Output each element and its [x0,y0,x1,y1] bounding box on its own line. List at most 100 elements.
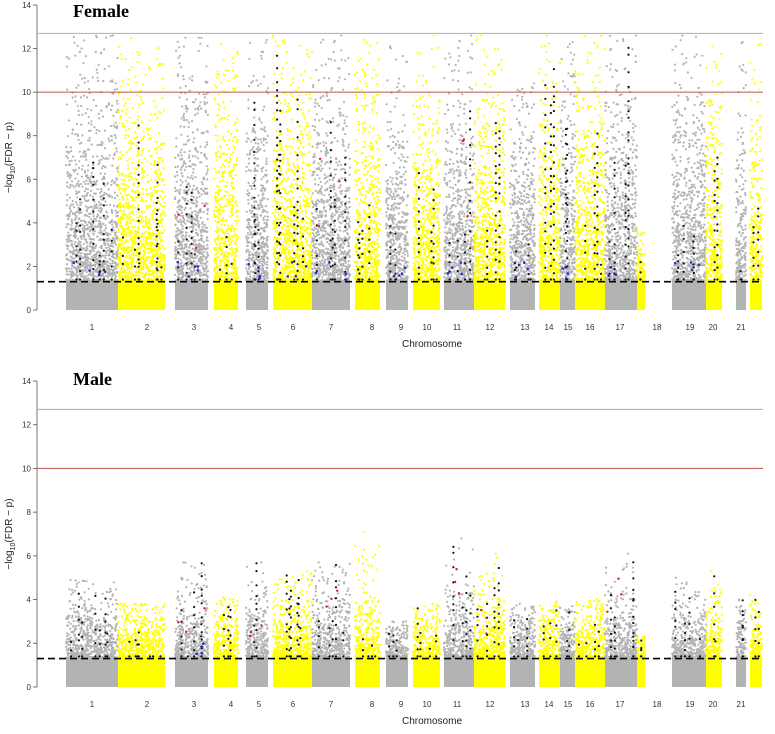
significant-point [92,198,95,201]
snp-point [105,204,108,207]
snp-point [275,265,278,268]
snp-point [182,239,185,242]
snp-point [153,255,156,258]
snp-point [91,163,95,166]
snp-point [150,154,153,157]
snp-point [229,153,232,156]
snp-point [161,177,164,180]
snp-point [299,276,302,280]
snp-point [245,276,248,279]
snp-point [236,50,239,54]
snp-point [66,214,69,218]
significant-point [79,230,82,233]
snp-point [102,157,105,160]
snp-point [86,223,89,226]
snp-point [291,256,294,260]
snp-point [124,271,127,274]
snp-point [66,257,69,261]
snp-point [296,241,299,244]
snp-point [91,247,94,250]
snp-point [81,77,84,80]
significant-point [156,196,159,200]
highlight-point-blue [176,260,180,264]
snp-point [161,62,164,66]
significant-point [296,108,299,111]
snp-point [92,180,95,183]
significant-point [278,172,281,175]
snp-point [217,208,220,211]
snp-point [206,168,209,171]
snp-point [251,80,255,83]
snp-point [280,77,283,80]
snp-point [293,178,296,181]
snp-point [141,150,144,153]
snp-point [92,238,95,241]
snp-point [299,235,302,238]
snp-point [150,192,153,195]
snp-point [125,227,128,230]
snp-point [247,181,250,185]
snp-point [266,87,269,90]
snp-point [118,279,121,282]
significant-point [121,254,124,257]
snp-point [128,216,131,220]
significant-point [110,228,113,231]
snp-point [194,113,197,116]
snp-point [96,269,99,272]
snp-point [292,164,295,167]
snp-point [314,101,317,104]
snp-point [222,270,225,274]
snp-point [289,209,292,212]
snp-point [159,173,162,176]
snp-point [76,270,79,274]
snp-point [107,261,110,264]
snp-point [94,246,97,250]
snp-point [280,133,283,136]
snp-point [66,185,69,188]
snp-point [214,238,217,241]
snp-point [109,34,112,37]
snp-point [216,226,219,229]
snp-point [148,204,151,207]
significant-point [278,251,281,254]
snp-point [181,175,184,178]
snp-point [285,110,288,113]
significant-point [98,260,101,263]
snp-point [124,254,127,257]
snp-point [203,202,207,205]
snp-point [133,240,136,243]
significant-point [296,278,299,281]
significant-point [254,232,257,235]
snp-point [139,240,142,243]
snp-point [110,183,113,186]
snp-point [181,227,184,230]
snp-point [256,157,259,160]
snp-point [288,271,291,275]
snp-point [142,200,145,203]
snp-point [259,214,262,217]
snp-point [248,209,252,212]
snp-point [137,159,141,162]
significant-point [293,278,296,281]
snp-point [265,38,268,42]
snp-point [130,142,133,146]
snp-point [124,263,127,266]
snp-point [194,107,197,111]
snp-point [274,40,277,43]
snp-point [181,273,184,276]
snp-point [67,237,70,240]
snp-point [265,226,268,229]
snp-point [117,265,120,268]
snp-point [142,130,145,133]
snp-point [256,224,259,227]
snp-point [297,253,300,256]
significant-point [253,196,256,199]
chromosome-tick-label: 7 [329,323,334,332]
snp-point [179,66,183,69]
snp-point [272,179,275,182]
snp-point [273,215,276,218]
snp-point [229,158,232,161]
snp-point [159,111,162,114]
significant-point [185,252,188,255]
snp-point [217,185,220,188]
